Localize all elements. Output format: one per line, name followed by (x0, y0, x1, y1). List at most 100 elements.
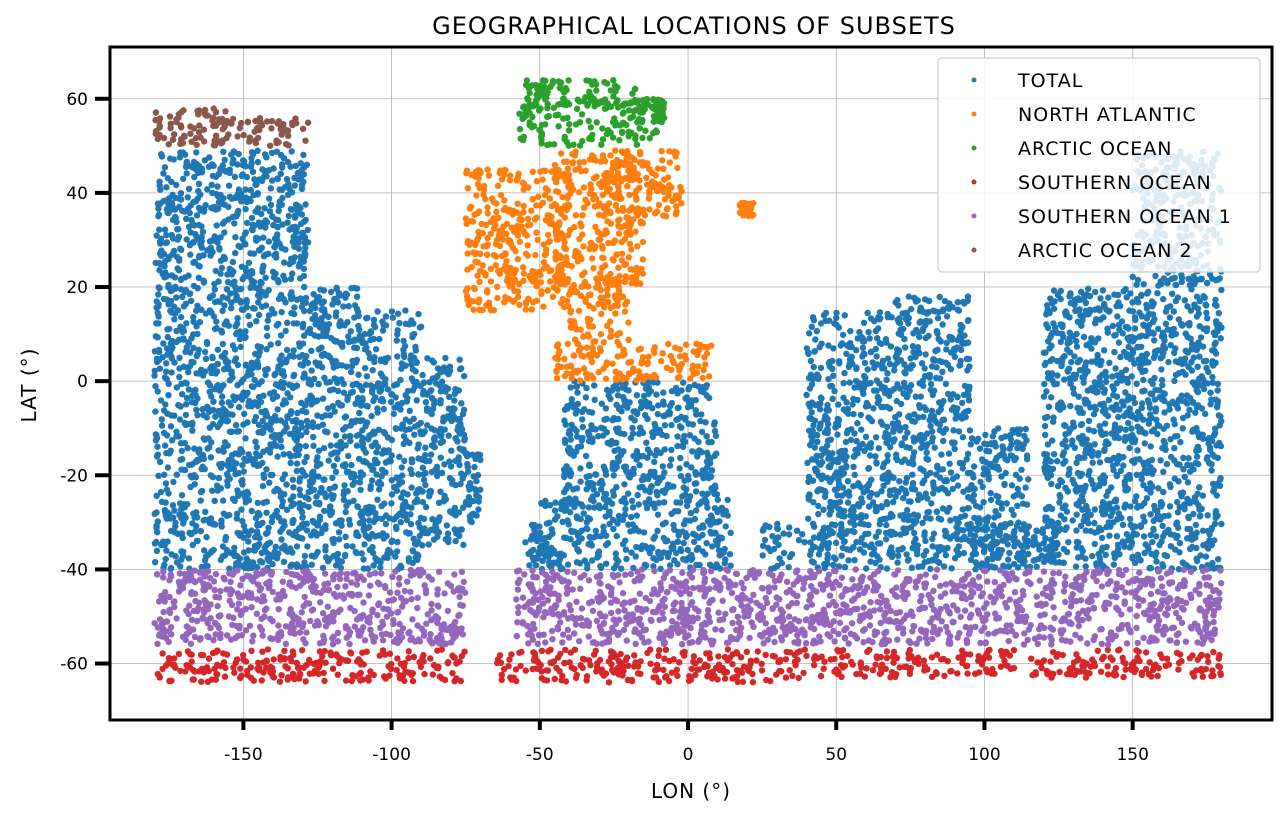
data-point (219, 523, 225, 529)
data-point (652, 452, 658, 458)
data-point (317, 286, 323, 292)
data-point (364, 373, 370, 379)
data-point (165, 282, 171, 288)
data-point (273, 217, 279, 223)
data-point (193, 407, 199, 413)
data-point (290, 373, 296, 379)
data-point (583, 453, 589, 459)
data-point (901, 336, 907, 342)
data-point (227, 266, 233, 272)
data-point (378, 387, 384, 393)
data-point (156, 227, 162, 233)
data-point (367, 486, 373, 492)
data-point (202, 509, 208, 515)
data-point (831, 388, 837, 394)
data-point (834, 431, 840, 437)
data-point (898, 485, 904, 491)
data-point (958, 358, 964, 364)
data-point (175, 226, 181, 232)
data-point (712, 428, 718, 434)
data-point (225, 204, 231, 210)
data-point (1132, 325, 1138, 331)
data-point (903, 551, 909, 557)
data-point (221, 218, 227, 224)
data-point (336, 321, 342, 327)
data-point (935, 309, 941, 315)
data-point (202, 202, 208, 208)
data-point (171, 248, 177, 254)
data-point (1032, 539, 1038, 545)
data-point (552, 516, 558, 522)
data-point (456, 462, 462, 468)
data-point (163, 232, 169, 238)
data-point (220, 149, 226, 155)
data-point (814, 468, 820, 474)
data-point (281, 543, 287, 549)
data-point (265, 366, 271, 372)
data-point (254, 528, 260, 534)
data-point (860, 336, 866, 342)
data-point (212, 498, 218, 504)
data-point (215, 382, 221, 388)
data-point (464, 461, 470, 467)
data-point (1048, 537, 1054, 543)
data-point (171, 156, 177, 162)
data-point (284, 220, 290, 226)
data-point (296, 478, 302, 484)
data-point (767, 548, 773, 554)
data-point (950, 427, 956, 433)
data-point (344, 397, 350, 403)
data-point (589, 409, 595, 415)
data-point (413, 379, 419, 385)
data-point (1068, 359, 1074, 365)
data-point (930, 357, 936, 363)
data-point (194, 538, 200, 544)
data-point (836, 481, 842, 487)
data-point (180, 553, 186, 559)
data-point (822, 494, 828, 500)
data-point (195, 285, 201, 291)
data-point (923, 515, 929, 521)
data-point (918, 305, 924, 311)
data-point (998, 500, 1004, 506)
data-point (179, 294, 185, 300)
data-point (262, 545, 268, 551)
data-point (622, 506, 628, 512)
data-point (606, 392, 612, 398)
data-point (822, 449, 828, 455)
data-point (1024, 531, 1030, 537)
data-point (201, 456, 207, 462)
data-point (878, 503, 884, 509)
data-point (588, 497, 594, 503)
data-point (603, 542, 609, 548)
data-point (982, 543, 988, 549)
data-point (631, 527, 637, 533)
data-point (847, 379, 853, 385)
data-point (919, 360, 925, 366)
data-point (321, 490, 327, 496)
data-point (163, 499, 169, 505)
data-point (298, 432, 304, 438)
data-point (185, 272, 191, 278)
data-point (293, 417, 299, 423)
data-point (328, 451, 334, 457)
data-point (248, 527, 254, 533)
data-point (845, 478, 851, 484)
data-point (287, 563, 293, 569)
data-point (602, 504, 608, 510)
data-point (163, 512, 169, 518)
data-point (714, 542, 720, 548)
data-point (586, 541, 592, 547)
data-point (806, 401, 812, 407)
data-point (904, 394, 910, 400)
data-point (936, 547, 942, 553)
data-point (824, 416, 830, 422)
data-point (278, 152, 284, 158)
data-point (667, 403, 673, 409)
data-point (898, 401, 904, 407)
data-point (812, 336, 818, 342)
data-point (984, 467, 990, 473)
data-point (331, 536, 337, 542)
data-point (232, 289, 238, 295)
